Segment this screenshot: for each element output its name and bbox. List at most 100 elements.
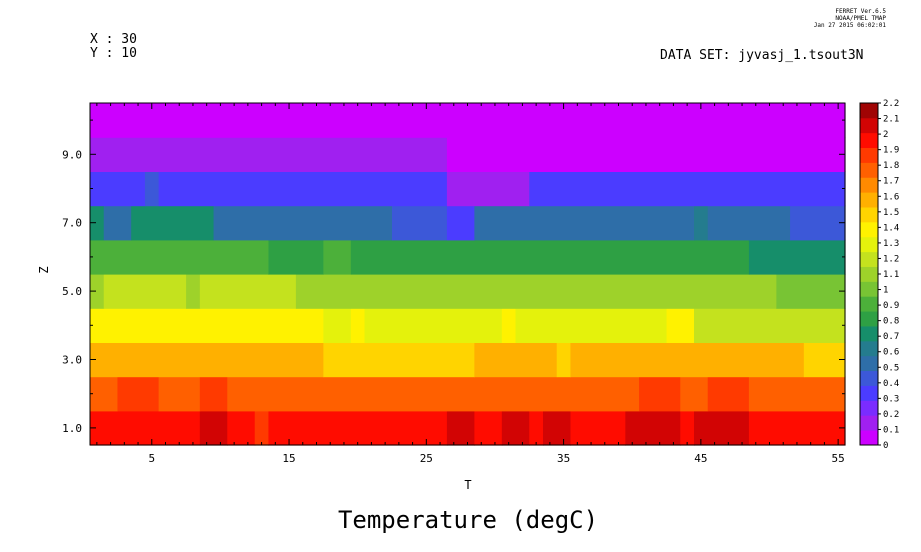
- heatmap-cell: [748, 376, 846, 412]
- heatmap-cell: [268, 410, 448, 446]
- heatmap-cell: [103, 205, 132, 241]
- heatmap-cell: [474, 410, 503, 446]
- colorbar-swatch: [860, 296, 878, 312]
- heatmap-cell: [625, 410, 681, 446]
- colorbar-label: 1: [883, 286, 888, 296]
- heatmap-cell: [666, 308, 695, 343]
- heatmap-cell: [474, 342, 558, 378]
- heatmap-cell: [323, 308, 352, 343]
- y-tick-label: 7.0: [62, 217, 82, 230]
- colorbar-swatch: [860, 207, 878, 223]
- heatmap-cell: [90, 205, 105, 241]
- heatmap-cell: [474, 205, 544, 241]
- heatmap-cell: [103, 274, 187, 309]
- heatmap-cell: [90, 239, 270, 275]
- heatmap-cell: [90, 103, 846, 138]
- colorbar-label: 1.3: [883, 239, 899, 249]
- colorbar-swatch: [860, 430, 878, 446]
- colorbar-label: 1.1: [883, 270, 899, 280]
- heatmap-cell: [90, 137, 448, 172]
- heatmap-cell: [446, 137, 846, 172]
- y-tick-label: 1.0: [62, 422, 82, 435]
- colorbar-label: 2.2: [883, 99, 899, 109]
- colorbar-swatch: [860, 326, 878, 342]
- heatmap-cell: [90, 410, 201, 446]
- colorbar-label: 0.9: [883, 301, 899, 311]
- colorbar-label: 0.3: [883, 394, 899, 404]
- heatmap-cell: [694, 205, 709, 241]
- colorbar-label: 1.6: [883, 192, 899, 202]
- colorbar-swatch: [860, 221, 878, 238]
- colorbar: 0 0.1 0.2 0.3 0.4 0.5 0.6 0.7 0.8 0.9 1 1.1 1.2 1.3 1.…: [859, 99, 899, 451]
- heatmap-cell: [529, 410, 544, 446]
- colorbar-label: 0.7: [883, 332, 899, 342]
- heatmap-cell: [227, 376, 640, 412]
- heatmap-cell: [90, 308, 324, 343]
- colorbar-label: 0.5: [883, 363, 899, 373]
- x-tick-label: 35: [557, 452, 570, 465]
- heatmap-cell: [254, 410, 270, 446]
- colorbar-swatch: [860, 177, 878, 193]
- y-tick-label: 5.0: [62, 285, 82, 298]
- colorbar-label: 0.2: [883, 410, 899, 420]
- stamp-line-2: NOAA/PMEL TMAP: [835, 15, 886, 22]
- heatmap-cell: [639, 376, 681, 412]
- heatmap-cell: [295, 274, 777, 309]
- colorbar-swatch: [860, 311, 878, 327]
- x-tick-label: 25: [420, 452, 433, 465]
- colorbar-swatch: [860, 103, 878, 119]
- x-tick-label: 15: [282, 452, 295, 465]
- heatmap-cell: [117, 376, 160, 412]
- heatmap-cell: [446, 410, 475, 446]
- heatmap-cell: [680, 410, 695, 446]
- stamp-line-1: FERRET Ver.6.5: [835, 8, 886, 15]
- colorbar-label: 1.5: [883, 208, 899, 218]
- heatmap-cell: [748, 410, 846, 446]
- colorbar-swatch: [860, 400, 878, 416]
- colorbar-swatch: [860, 117, 878, 134]
- colorbar-label: 1.9: [883, 146, 899, 156]
- colorbar-swatch: [860, 340, 878, 357]
- colorbar-swatch: [860, 147, 878, 163]
- heatmap-cell: [694, 308, 846, 343]
- heatmap-cell: [131, 205, 215, 241]
- y-tick-label: 9.0: [62, 148, 82, 161]
- colorbar-label: 0.4: [883, 379, 899, 389]
- y-position-label: Y : 10: [90, 46, 137, 61]
- heatmap-cell: [501, 308, 517, 343]
- heatmap-cell: [144, 171, 160, 207]
- colorbar-swatch: [860, 192, 878, 208]
- colorbar-swatch: [860, 251, 878, 267]
- y-axis-label: Z: [37, 266, 51, 273]
- dataset-label: DATA SET: jyvasj_1.tsout3N: [660, 48, 864, 63]
- colorbar-swatch: [860, 266, 878, 282]
- colorbar-label: 1.4: [883, 223, 899, 233]
- stamp-line-3: Jan 27 2015 06:02:01: [813, 22, 886, 29]
- heatmap-cell: [748, 239, 846, 275]
- x-tick-label: 55: [832, 452, 845, 465]
- colorbar-swatch: [860, 236, 878, 253]
- chart-title: Temperature (degC): [338, 506, 598, 534]
- heatmap-cell: [707, 205, 791, 241]
- heatmap-cell: [694, 410, 750, 446]
- heatmap-cell: [803, 342, 846, 378]
- colorbar-swatch: [860, 370, 878, 386]
- heatmap-cell: [776, 274, 846, 309]
- axes: 5 15 25 35 45 55 1.0 3.0 5.0 7.0 9.0: [62, 102, 846, 465]
- colorbar-swatch: [860, 281, 878, 297]
- heatmap-cell: [501, 410, 530, 446]
- heatmap-cell: [199, 410, 228, 446]
- colorbar-label: 0.8: [883, 317, 899, 327]
- heatmap-cell: [199, 376, 228, 412]
- colorbar-swatch: [860, 385, 878, 401]
- heatmap-cell: [543, 410, 572, 446]
- heatmap-cell: [350, 239, 750, 275]
- colorbar-swatch: [860, 355, 878, 372]
- heatmap-cell: [680, 376, 709, 412]
- colorbar-label: 2: [883, 130, 888, 140]
- heatmap-cell: [90, 274, 105, 309]
- heatmap-cell: [446, 171, 530, 207]
- heatmap-cell: [268, 239, 324, 275]
- heatmap-cell: [364, 308, 503, 343]
